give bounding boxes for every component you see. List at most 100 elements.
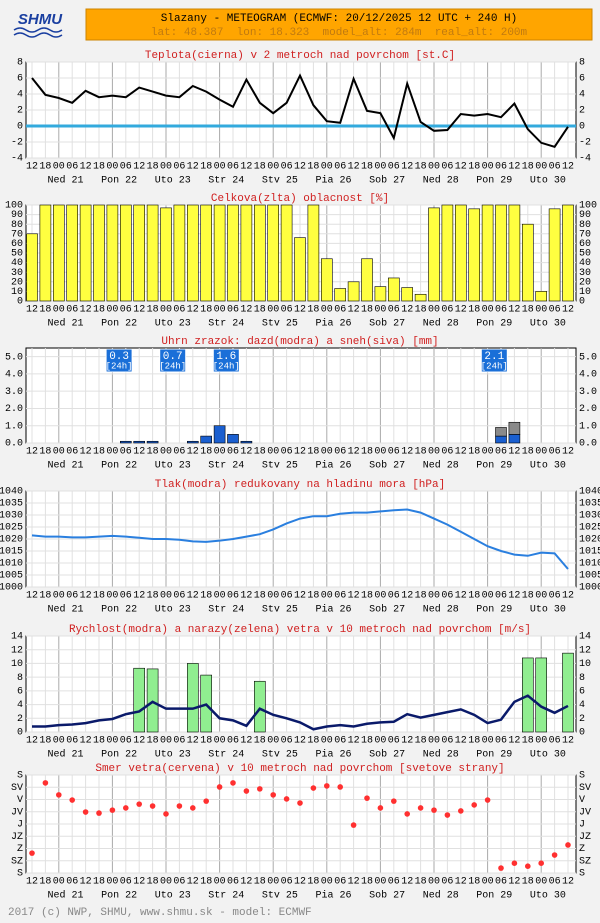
bar	[454, 204, 467, 302]
y-tick-label: 2	[17, 106, 23, 117]
y-tick-label: S	[17, 869, 23, 880]
x-tick-label: 00	[428, 877, 440, 888]
y-tick-label-right: 10	[579, 287, 591, 298]
day-label: Ned 21	[47, 175, 83, 187]
x-tick-label: 06	[66, 162, 78, 173]
y-tick-label-right: 1000	[579, 583, 600, 594]
x-tick-label: 12	[401, 305, 413, 316]
x-tick-label: 18	[522, 305, 534, 316]
data-line	[32, 694, 569, 731]
day-label: Ned 21	[47, 890, 83, 902]
x-tick-label: 18	[147, 305, 159, 316]
y-tick-label-right: 5.0	[579, 352, 597, 363]
x-tick-label: 06	[441, 447, 453, 458]
dot	[283, 796, 290, 802]
x-tick-label: 06	[334, 162, 346, 173]
total-value: 1.6	[216, 351, 236, 363]
dot	[243, 788, 250, 794]
x-tick-label: 12	[80, 736, 92, 747]
bar	[227, 204, 239, 302]
x-tick-label: 18	[468, 591, 480, 602]
bar	[146, 204, 159, 302]
x-tick-label: 12	[401, 162, 413, 173]
x-tick-label: 06	[66, 877, 78, 888]
x-tick-label: 12	[455, 162, 467, 173]
x-tick-label: 00	[374, 447, 386, 458]
x-tick-label: 12	[455, 736, 467, 747]
x-tick-label: 06	[388, 305, 400, 316]
x-tick-label: 06	[227, 447, 239, 458]
day-label: Stv 25	[262, 176, 298, 187]
x-tick-label: 12	[26, 447, 38, 458]
header-box	[85, 8, 593, 41]
x-tick-label: 12	[508, 877, 520, 888]
bar	[26, 233, 38, 302]
x-tick-label: 06	[334, 305, 346, 316]
bar	[441, 204, 454, 302]
x-tick-label: 12	[294, 736, 306, 747]
bar	[334, 288, 347, 302]
x-tick-label: 12	[80, 591, 92, 602]
x-tick-label: 18	[468, 736, 480, 747]
y-tick-label-right: 12	[579, 645, 591, 656]
y-tick-label-right: S	[579, 771, 585, 782]
bar	[320, 258, 333, 302]
y-tick-label: JZ	[11, 832, 23, 843]
x-tick-label: 06	[173, 736, 185, 747]
y-tick-label: 1030	[0, 511, 23, 522]
x-tick-label: 18	[93, 447, 105, 458]
bar	[562, 204, 574, 302]
bar	[240, 204, 253, 302]
bar	[120, 204, 132, 302]
chart-title: Uhrn zrazok: dazd(modra) a sneh(siva) [m…	[161, 336, 438, 348]
day-label: Stv 25	[262, 461, 298, 472]
dot	[391, 798, 397, 804]
dot	[484, 797, 491, 803]
day-label: Uto 30	[530, 605, 566, 616]
x-tick-label: 12	[348, 305, 360, 316]
x-tick-label: 06	[495, 305, 507, 316]
y-tick-label-right: SZ	[579, 856, 591, 867]
x-tick-label: 00	[321, 736, 333, 747]
y-tick-label-right: V	[579, 795, 585, 806]
x-tick-label: 06	[388, 162, 400, 173]
y-tick-label-right: J	[579, 820, 585, 831]
bar	[106, 204, 119, 302]
x-tick-label: 18	[39, 162, 51, 173]
x-tick-label: 00	[106, 591, 118, 602]
dot	[190, 805, 196, 811]
y-tick-label-right: 1.0	[579, 421, 597, 432]
y-tick-label: 3.0	[5, 387, 23, 398]
day-label: Uto 23	[155, 319, 191, 330]
y-tick-label-right: JZ	[579, 832, 591, 843]
x-tick-label: 18	[254, 877, 266, 888]
y-tick-label-right: Z	[579, 844, 585, 855]
bar	[307, 204, 320, 302]
x-tick-label: 12	[401, 877, 413, 888]
x-tick-label: 18	[307, 736, 319, 747]
y-tick-label: 1010	[0, 559, 23, 570]
bar	[280, 204, 293, 302]
x-tick-label: 00	[160, 736, 172, 747]
x-tick-label: 12	[562, 591, 574, 602]
y-tick-label: 14	[11, 632, 23, 643]
day-label: Pon 29	[476, 750, 512, 761]
y-tick-label: SV	[11, 783, 23, 794]
x-tick-label: 12	[348, 736, 360, 747]
x-tick-label: 06	[388, 591, 400, 602]
x-tick-label: 00	[160, 447, 172, 458]
x-tick-label: 18	[415, 305, 427, 316]
x-tick-label: 12	[240, 736, 252, 747]
x-tick-label: 00	[321, 305, 333, 316]
total-box	[105, 348, 133, 373]
y-tick-label-right: 4	[579, 90, 585, 101]
x-tick-label: 06	[388, 877, 400, 888]
y-tick-label: 8	[17, 58, 23, 69]
y-tick-label-right: 0.0	[579, 439, 597, 450]
bar	[93, 204, 105, 302]
x-tick-label: 12	[187, 162, 199, 173]
day-label: Ned 28	[423, 318, 459, 330]
day-label: Stv 25	[262, 750, 298, 761]
x-tick-label: 06	[495, 447, 507, 458]
x-tick-label: 06	[227, 162, 239, 173]
